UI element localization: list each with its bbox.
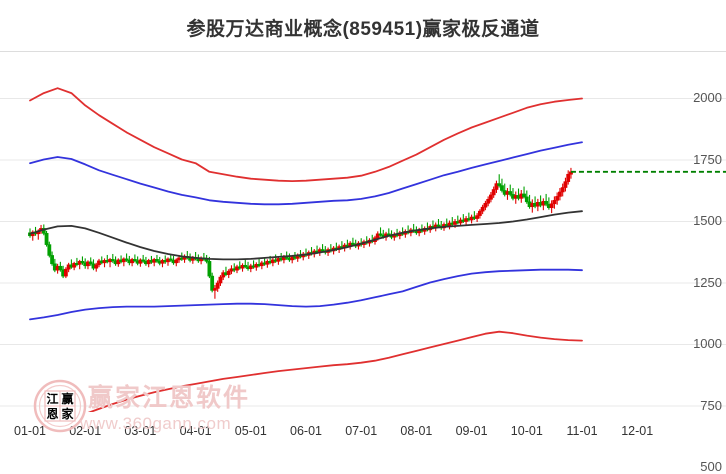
y-axis-tick-label: 1000	[693, 336, 722, 351]
plot-svg	[0, 51, 726, 412]
page-title: 参股万达商业概念(859451)赢家极反通道	[186, 19, 540, 40]
plot-area[interactable]	[0, 51, 726, 412]
y-axis-tick-label: 2000	[693, 90, 722, 105]
y-axis-tick-label: 1750	[693, 151, 722, 167]
x-axis-tick-label: 05-01	[234, 424, 267, 438]
x-axis-tick-label: 10-01	[510, 424, 543, 438]
x-axis-tick-label: 11-01	[566, 424, 598, 438]
x-axis-tick-label: 01-01	[14, 424, 46, 438]
x-axis-tick-label: 03-01	[124, 424, 157, 438]
x-axis-tick-label: 04-01	[179, 424, 212, 438]
x-axis-tick-label: 09-01	[455, 424, 488, 438]
x-axis-tick-label: 02-01	[69, 424, 102, 438]
x-axis-tick-label: 06-01	[290, 424, 322, 438]
x-axis-tick-label: 08-01	[400, 424, 433, 438]
x-axis-tick-label: 07-01	[345, 424, 378, 438]
y-axis-tick-label: 1500	[693, 213, 722, 228]
y-axis-tick-label: 500	[700, 459, 722, 474]
y-axis-tick-label: 750	[700, 397, 722, 413]
y-axis-tick-label: 1250	[693, 274, 722, 290]
stock-chart: 参股万达商业概念(859451)赢家极反通道 2000 1750 1500 1250 1…	[0, 19, 726, 473]
x-axis-tick-label: 12-01	[621, 424, 654, 438]
